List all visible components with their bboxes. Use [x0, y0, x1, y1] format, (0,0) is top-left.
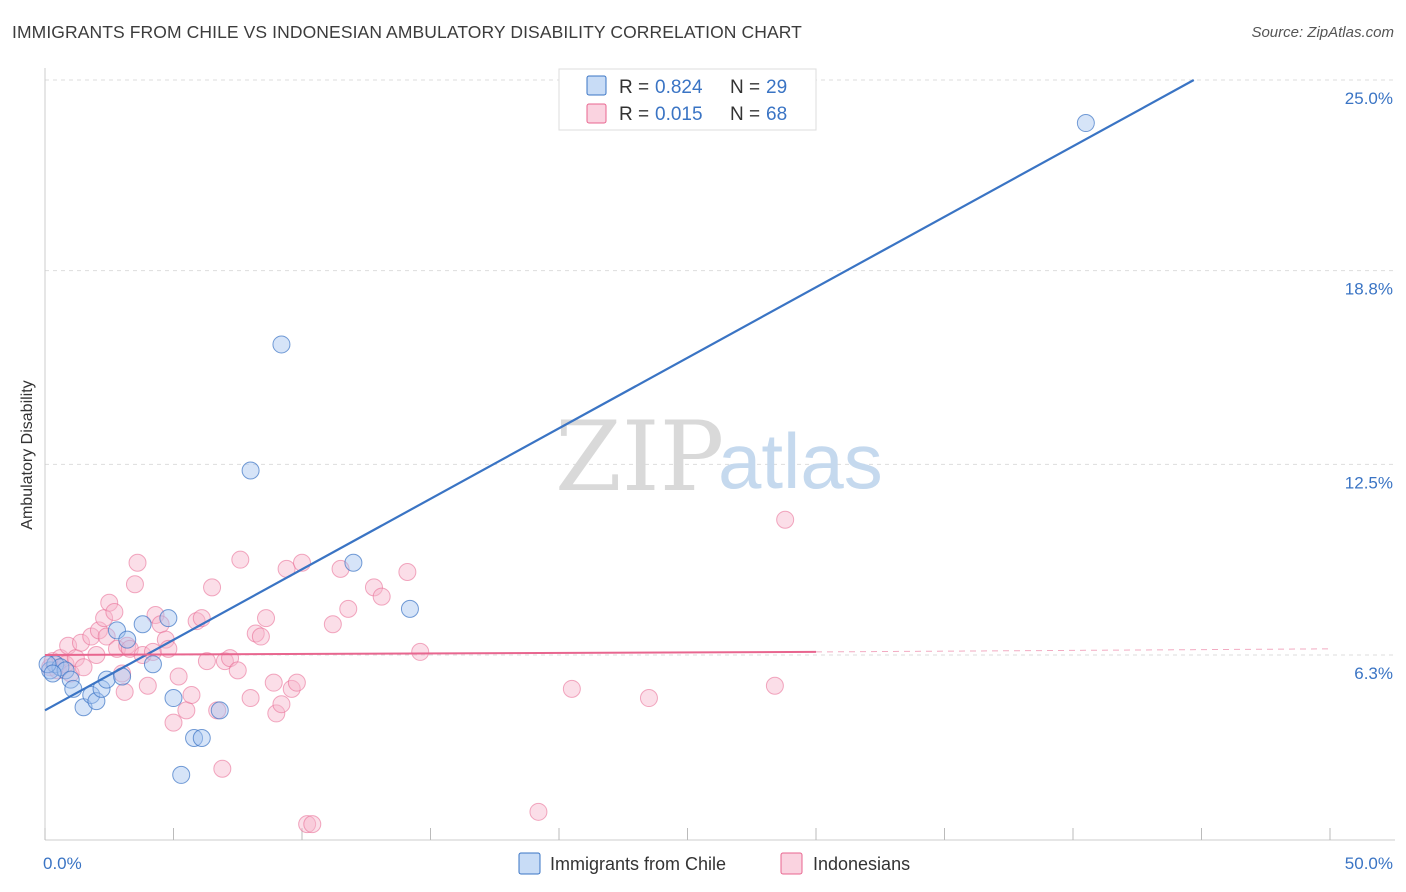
source-credit: Source: ZipAtlas.com — [1251, 24, 1394, 41]
indonesians-trend-extension — [815, 648, 1331, 653]
chile-point — [107, 621, 126, 640]
correlation-legend: R = 0.824 N = 29 R = 0.015 N = 68 — [558, 68, 817, 131]
indonesians-point — [182, 685, 201, 704]
grid-lines — [45, 79, 1395, 656]
x-tick-label: 0.0% — [43, 854, 82, 873]
watermark: ZIP atlas — [555, 401, 883, 513]
indonesians-point — [164, 713, 183, 732]
indonesians-point — [251, 627, 270, 646]
indonesians-point — [364, 578, 383, 597]
indonesians-point — [411, 642, 430, 661]
indonesians-point — [105, 602, 124, 621]
indonesians-point — [776, 510, 795, 529]
legend-n-value: 68 — [766, 104, 787, 125]
indonesians-trend-line — [44, 650, 817, 656]
y-tick-label: 25.0% — [1345, 89, 1393, 108]
indonesians-point — [128, 553, 147, 572]
y-tick-label: 6.3% — [1354, 664, 1393, 683]
indonesians-point — [267, 704, 286, 723]
chile-point — [164, 689, 183, 708]
indonesians-point — [339, 599, 358, 618]
indonesians-point — [287, 673, 306, 692]
chile-point — [210, 701, 229, 720]
indonesians-point — [323, 615, 342, 634]
chile-point — [272, 335, 291, 354]
legend-swatch-pink — [586, 103, 607, 124]
indonesians-point — [138, 676, 157, 695]
indonesians-point — [115, 682, 134, 701]
legend-n-label: N = — [730, 104, 760, 125]
chile-point — [192, 729, 211, 748]
indonesians-point — [197, 652, 216, 671]
chile-point — [185, 729, 204, 748]
chile-point — [143, 655, 162, 674]
chile-point — [133, 615, 152, 634]
indonesians-point — [562, 679, 581, 698]
indonesians-point — [231, 550, 250, 569]
indonesians-point — [100, 593, 119, 612]
y-tick-label: 12.5% — [1345, 473, 1393, 492]
x-tick-label: 50.0% — [1345, 854, 1393, 873]
legend-n-value: 29 — [766, 77, 787, 98]
y-tick-label: 18.8% — [1345, 280, 1393, 299]
indonesians-point — [213, 759, 232, 778]
series-swatch-chile — [518, 852, 541, 875]
indonesians-point — [97, 627, 116, 646]
indonesians-point — [169, 667, 188, 686]
indonesians-point — [398, 562, 417, 581]
indonesians-point — [639, 689, 658, 708]
indonesians-point — [241, 689, 260, 708]
indonesians-point — [372, 587, 391, 606]
indonesians-point — [125, 575, 144, 594]
chart-title: IMMIGRANTS FROM CHILE VS INDONESIAN AMBU… — [12, 22, 802, 42]
chile-point — [1076, 114, 1095, 133]
series-legend: Immigrants from Chile Indonesians — [518, 852, 910, 875]
legend-swatch-blue — [586, 75, 607, 96]
y-tick-labels: 6.3% 12.5% 18.8% 25.0% — [1345, 89, 1393, 683]
chile-point — [344, 553, 363, 572]
legend-n-label: N = — [730, 77, 760, 98]
x-tick-labels: 0.0% 50.0% — [43, 854, 1393, 873]
indonesians-point — [203, 578, 222, 597]
indonesians-point — [228, 661, 247, 680]
chile-point — [241, 461, 260, 480]
chile-point — [118, 630, 137, 649]
indonesians-point — [246, 624, 265, 643]
axes — [44, 68, 1395, 841]
legend-r-value: 0.015 — [655, 104, 703, 125]
indonesians-point — [272, 695, 291, 714]
chile-point — [172, 765, 191, 784]
chile-trend-line — [44, 79, 1195, 712]
indonesians-point — [74, 658, 93, 677]
chile-point — [159, 609, 178, 628]
watermark-zip: ZIP — [555, 401, 724, 513]
series-swatch-indonesians — [780, 852, 803, 875]
chile-point — [43, 664, 62, 683]
indonesians-point — [71, 633, 90, 652]
indonesians-point — [303, 815, 322, 834]
indonesians-point — [765, 676, 784, 695]
indonesians-point — [264, 673, 283, 692]
series-label-chile: Immigrants from Chile — [550, 854, 726, 874]
indonesians-point — [215, 652, 234, 671]
trend-lines — [44, 79, 1331, 712]
indonesians-point — [107, 639, 126, 658]
series-label-indonesians: Indonesians — [813, 854, 910, 874]
watermark-atlas: atlas — [718, 417, 883, 505]
indonesians-point — [529, 802, 548, 821]
chile-point — [400, 599, 419, 618]
indonesians-point — [257, 609, 276, 628]
legend-r-label: R = — [619, 104, 649, 125]
legend-r-label: R = — [619, 77, 649, 98]
legend-r-value: 0.824 — [655, 77, 703, 98]
chile-points — [38, 114, 1095, 784]
indonesians-point — [177, 701, 196, 720]
indonesians-point — [298, 815, 317, 834]
